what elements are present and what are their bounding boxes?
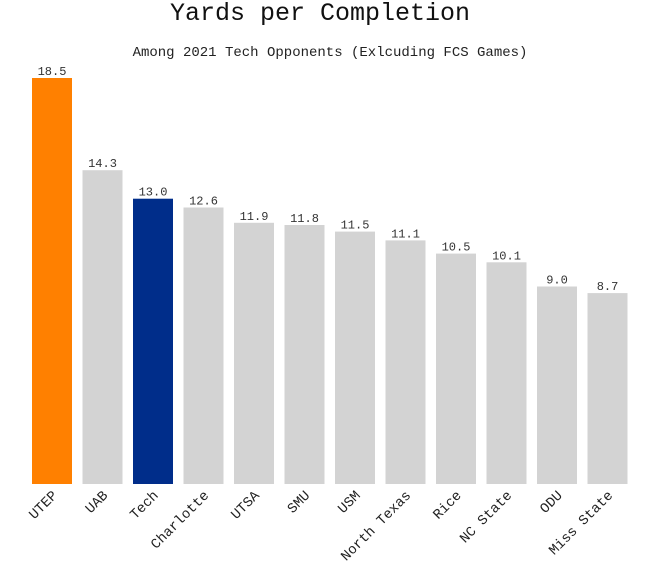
value-label-smu: 11.8: [290, 212, 319, 226]
x-tick-label-nc-state: NC State: [457, 488, 516, 547]
bar-tech: [133, 198, 173, 484]
value-label-utep: 18.5: [38, 65, 67, 79]
bar-uab: [82, 170, 123, 484]
bar-usm: [335, 231, 375, 484]
bar-nc-state: [486, 262, 527, 484]
value-label-rice: 10.5: [442, 241, 471, 255]
bar-utep: [32, 78, 72, 484]
bar-odu: [537, 286, 577, 484]
bar-charlotte: [183, 207, 224, 484]
x-tick-label-uab: UAB: [83, 488, 112, 517]
x-tick-label-odu: ODU: [537, 488, 566, 517]
x-tick-label-utsa: UTSA: [228, 488, 263, 523]
value-label-uab: 14.3: [88, 157, 117, 171]
value-label-odu: 9.0: [546, 274, 568, 288]
bar-rice: [436, 253, 476, 484]
value-label-usm: 11.5: [341, 219, 370, 233]
bar-miss-state: [587, 293, 628, 484]
x-tick-label-utep: UTEP: [26, 488, 61, 523]
value-label-utsa: 11.9: [240, 210, 269, 224]
value-label-north-texas: 11.1: [391, 227, 420, 241]
value-label-nc-state: 10.1: [492, 249, 521, 263]
bar-north-texas: [385, 240, 426, 484]
chart-subtitle: Among 2021 Tech Opponents (Exlcuding FCS…: [133, 45, 528, 61]
value-label-miss-state: 8.7: [597, 280, 619, 294]
bar-smu: [284, 225, 325, 484]
x-tick-label-smu: SMU: [285, 488, 314, 517]
value-label-charlotte: 12.6: [189, 195, 218, 209]
chart-title: Yards per Completion: [170, 0, 470, 28]
bars-group: [32, 78, 628, 485]
value-label-tech: 13.0: [139, 186, 168, 200]
value-labels-group: 18.5 14.3 13.0 12.6 11.9 11.8 11.5 11.1 10.5 10.1…: [38, 65, 619, 294]
x-tick-label-usm: USM: [335, 488, 364, 517]
x-tick-label-tech: Tech: [127, 488, 162, 523]
x-tick-label-rice: Rice: [430, 488, 465, 523]
bar-utsa: [234, 222, 274, 485]
